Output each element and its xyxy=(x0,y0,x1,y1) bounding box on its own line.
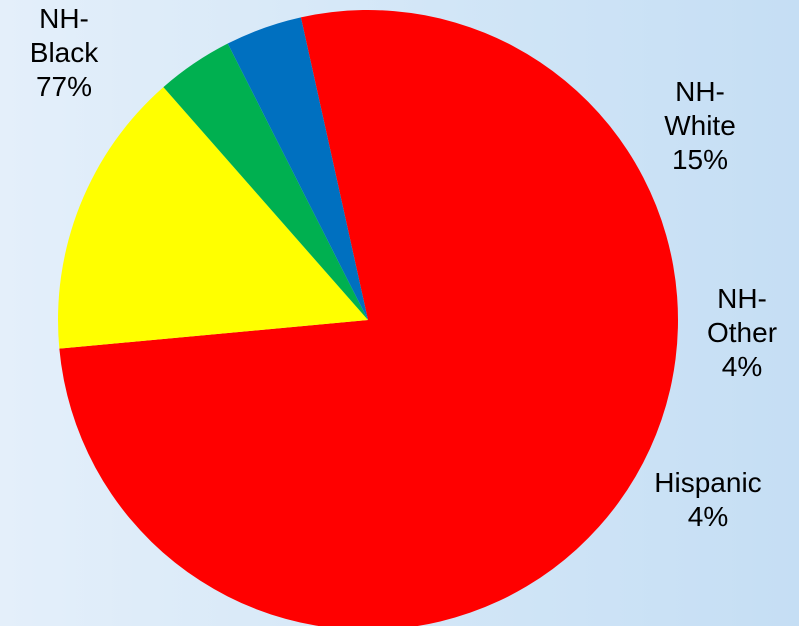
label-nh-other: NH- Other 4% xyxy=(706,283,778,382)
label-nh-black: NH- Black 77% xyxy=(29,3,99,102)
label-hispanic: Hispanic 4% xyxy=(654,467,762,532)
pie-slice-nh-white xyxy=(58,87,369,349)
pie-slice-hispanic xyxy=(227,17,368,320)
label-nh-white: NH- White 15% xyxy=(664,76,736,175)
pie-slice-nh-other xyxy=(163,43,368,320)
pie-slice-nh-black xyxy=(59,10,679,626)
